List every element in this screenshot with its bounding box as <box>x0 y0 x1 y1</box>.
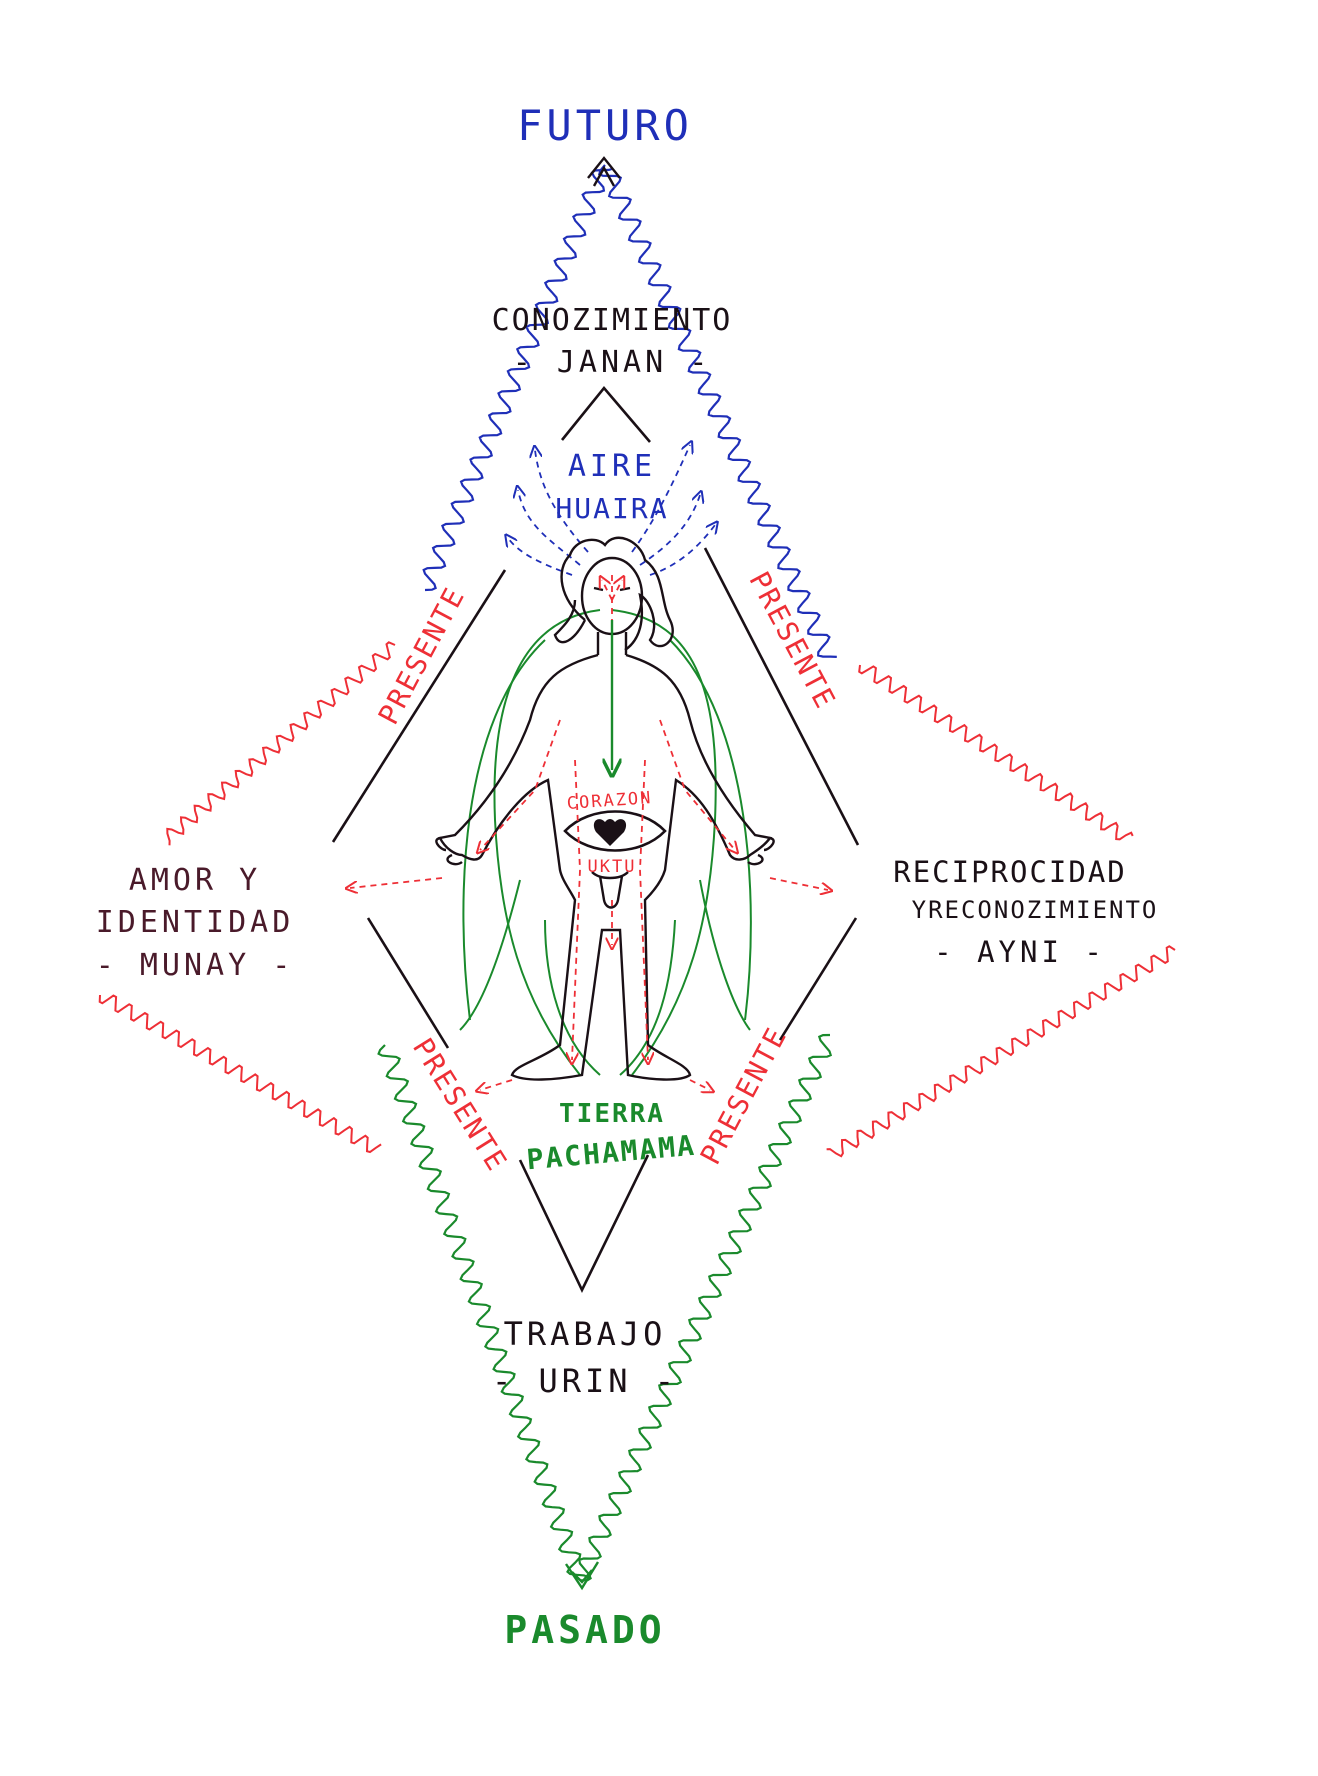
torso-outline <box>438 653 773 1081</box>
corazon-label: CORAZON <box>566 788 653 814</box>
urin-label: - URIN - <box>492 1362 678 1400</box>
present-wavy-right-lower <box>826 945 1176 1158</box>
reconocimiento-label: YRECONOZIMIENTO <box>912 896 1159 924</box>
past-wavy-right <box>578 1033 833 1582</box>
presente-lower-right: PRESENTE <box>694 1021 794 1170</box>
heart-eye-icon <box>563 810 667 852</box>
inner-diamond <box>331 385 860 1293</box>
present-dashed-flows <box>350 575 828 1090</box>
left-hand <box>435 836 463 866</box>
trabajo-label: TRABAJO <box>504 1315 667 1353</box>
tierra-label: TIERRA <box>559 1099 665 1129</box>
uterus <box>591 871 629 909</box>
diamond-lower-right <box>778 917 858 1041</box>
pachamama-label: PACHAMAMA <box>525 1129 697 1177</box>
earth-energy-curves <box>459 609 752 1076</box>
right-hand <box>747 836 775 866</box>
future-arrowhead <box>587 156 621 187</box>
aire-label: AIRE <box>568 449 656 484</box>
neck <box>596 632 628 655</box>
pasado-label: PASADO <box>504 1608 665 1652</box>
present-wavy-right-upper <box>858 664 1134 841</box>
present-wavy-left-upper <box>166 641 396 846</box>
future-wavy-left <box>422 167 614 592</box>
ayni-label: - AYNI - <box>934 935 1106 969</box>
future-wavy-lines <box>422 164 837 658</box>
labels: FUTURO PASADO CONOZIMIENTO - JANAN - AIR… <box>96 101 1159 1652</box>
diamond-upper-right <box>703 547 860 846</box>
future-wavy-right <box>597 164 837 658</box>
huaira-label: HUAIRA <box>555 492 668 525</box>
past-wavy-left <box>377 1044 589 1579</box>
diamond-lower-left <box>366 917 450 1049</box>
present-wavy-lines <box>98 641 1176 1158</box>
past-arrowhead <box>565 1561 600 1591</box>
presente-upper-left: PRESENTE <box>372 581 472 730</box>
uktu-label: UKTU <box>588 857 637 877</box>
reciprocidad-label: RECIPROCIDAD <box>893 855 1127 889</box>
presente-lower-left: PRESENTE <box>406 1032 514 1177</box>
present-wavy-left-lower <box>98 994 382 1154</box>
identidad-label: IDENTIDAD <box>96 905 295 940</box>
futuro-label: FUTURO <box>517 101 693 150</box>
janan-label: - JANAN - <box>513 345 712 380</box>
munay-label: - MUNAY - <box>96 948 295 983</box>
diamond-upper-left <box>331 569 507 843</box>
janan-peak <box>560 385 651 443</box>
urin-valley <box>518 1154 650 1293</box>
present-arrow-right <box>769 877 828 890</box>
conocimiento-label: CONOZIMIENTO <box>492 303 733 338</box>
past-wavy-lines <box>377 1033 833 1582</box>
present-arrow-left <box>350 877 443 888</box>
amor-label: AMOR Y <box>129 863 261 898</box>
